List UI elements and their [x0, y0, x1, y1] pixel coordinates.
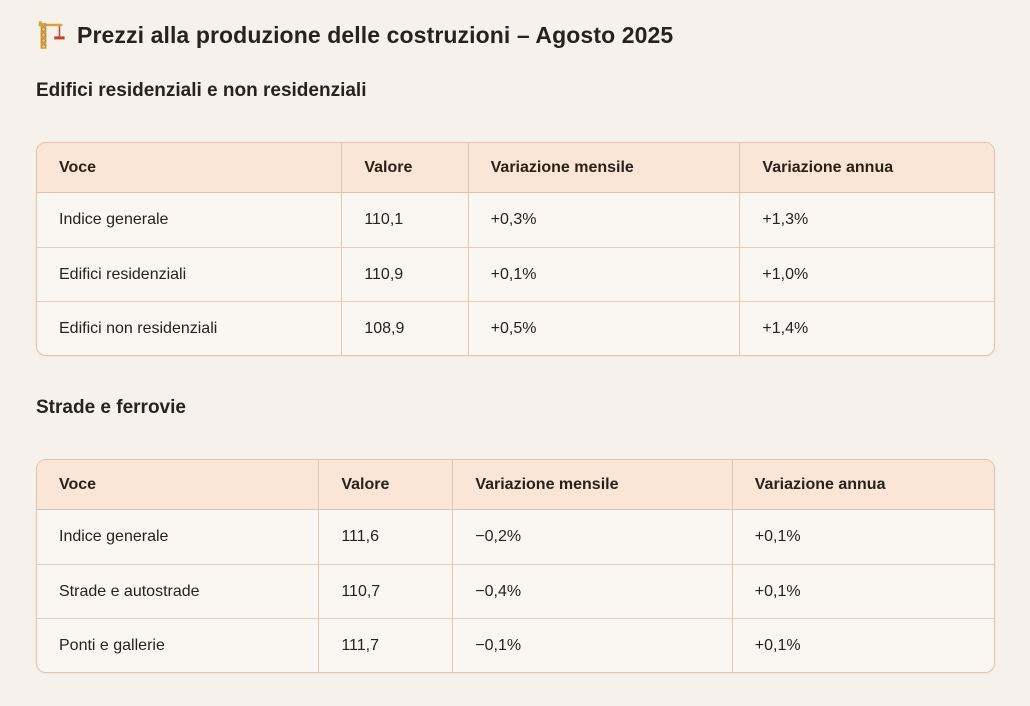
cell-variazione-mensile: −0,1% — [452, 618, 732, 672]
cell-voce: Indice generale — [59, 528, 169, 545]
cell-voce: Strade e autostrade — [37, 564, 319, 618]
cell-variazione-annua: +1,4% — [739, 301, 994, 355]
column-header-variazione-mensile: Variazione mensile — [452, 460, 732, 510]
cell-variazione-mensile: −0,2% — [452, 510, 731, 564]
table-row: Edifici residenziali 110,9 +0,1% +1,0% — [37, 247, 994, 301]
cell-valore: 110,9 — [341, 247, 468, 301]
table-header-row: Voce Valore Variazione mensile Variazion… — [37, 143, 994, 193]
cell-variazione-annua: +1,3% — [739, 193, 994, 247]
cell-voce: Ponti e gallerie — [37, 618, 319, 672]
cell-valore: 108,9 — [341, 301, 468, 355]
cell-variazione-annua: +1,0% — [739, 247, 994, 301]
cell-variazione-annua: +0,1% — [731, 564, 994, 618]
report-page: Prezzi alla produzione delle costruzioni… — [36, 20, 995, 673]
table-row: Strade e autostrade 110,7 −0,4% +0,1% — [37, 564, 994, 618]
column-header-valore: Valore — [341, 143, 468, 193]
column-header-valore: Valore — [318, 460, 453, 510]
table-header-row: Voce Valore Variazione mensile Variazion… — [37, 460, 994, 510]
cell-variazione-mensile: −0,4% — [452, 564, 732, 618]
table-row: Indice generale 111,6 −0,2% +0,1% — [37, 510, 994, 564]
section-heading-edifici: Edifici residenziali e non residenziali — [36, 80, 367, 101]
table-edifici: Voce Valore Variazione mensile Variazion… — [36, 142, 995, 356]
column-header-variazione-annua: Variazione annua — [739, 143, 994, 193]
cell-valore: 111,6 — [318, 510, 452, 564]
table-row: Ponti e gallerie 111,7 −0,1% +0,1% — [37, 618, 994, 672]
section-strade: Strade e ferrovie Voce Valore Variazione… — [36, 398, 995, 673]
column-header-variazione-mensile: Variazione mensile — [467, 143, 740, 193]
cell-valore: 110,7 — [318, 564, 453, 618]
section-edifici: Edifici residenziali e non residenziali … — [36, 81, 995, 356]
section-heading-strade: Strade e ferrovie — [36, 397, 186, 418]
cell-variazione-mensile: +0,1% — [467, 247, 740, 301]
column-header-voce: Voce — [37, 143, 342, 193]
table-row: Edifici non residenziali 108,9 +0,5% +1,… — [37, 301, 994, 355]
page-title: Prezzi alla produzione delle costruzioni… — [77, 22, 674, 48]
cell-voce: Edifici non residenziali — [37, 301, 342, 355]
cell-variazione-mensile: +0,5% — [467, 301, 740, 355]
cell-variazione-annua: +0,1% — [731, 510, 994, 564]
construction-crane-icon — [36, 20, 66, 50]
page-title-row: Prezzi alla produzione delle costruzioni… — [36, 20, 995, 50]
cell-voce: Edifici residenziali — [37, 247, 342, 301]
table-row: Indice generale 110,1 +0,3% +1,3% — [37, 193, 994, 247]
column-header-voce: Voce — [37, 460, 319, 510]
cell-variazione-annua: +0,1% — [731, 618, 994, 672]
cell-valore: 110,1 — [341, 193, 467, 247]
cell-valore: 111,7 — [318, 618, 453, 672]
cell-voce: Indice generale — [59, 211, 169, 228]
table-strade: Voce Valore Variazione mensile Variazion… — [36, 459, 995, 673]
cell-variazione-mensile: +0,3% — [467, 193, 740, 247]
column-header-variazione-annua: Variazione annua — [731, 460, 994, 510]
